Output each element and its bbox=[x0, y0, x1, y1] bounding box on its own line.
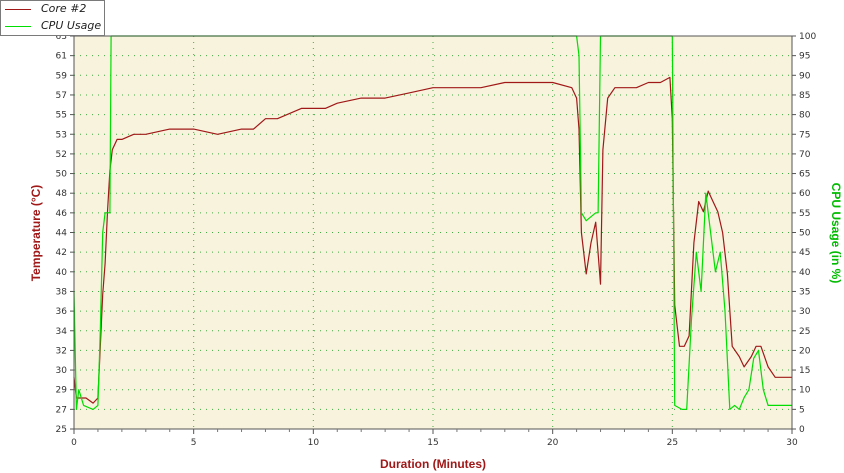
y-tick-label: 59 bbox=[56, 71, 68, 81]
y-tick-label: 32 bbox=[56, 346, 67, 356]
y2-tick-label: 10 bbox=[799, 386, 811, 396]
y-tick-label: 29 bbox=[56, 386, 68, 396]
x-tick-label: 10 bbox=[308, 438, 320, 448]
y2-tick-label: 15 bbox=[799, 366, 810, 376]
y2-tick-label: 35 bbox=[799, 287, 810, 297]
x-axis-ticks: 0 5 10 15 20 25 30 bbox=[71, 429, 798, 448]
y-tick-label: 46 bbox=[56, 209, 68, 219]
y2-tick-label: 95 bbox=[799, 52, 810, 62]
y-tick-label: 63 bbox=[56, 32, 67, 42]
legend-item-cpu-usage: CPU Usage bbox=[1, 18, 106, 35]
y2-tick-label: 25 bbox=[799, 327, 810, 337]
y2-tick-label: 75 bbox=[799, 130, 810, 140]
y-axis-title: Temperature (°C) bbox=[29, 185, 43, 282]
legend-swatch-cpu-usage bbox=[5, 26, 31, 27]
y-tick-label: 61 bbox=[56, 52, 67, 62]
y2-axis-title: CPU Usage (in %) bbox=[829, 183, 843, 284]
y2-tick-label: 40 bbox=[799, 268, 811, 278]
y2-tick-label: 5 bbox=[799, 405, 805, 415]
series-line-core-2 bbox=[73, 76, 792, 404]
y2-tick-label: 65 bbox=[799, 170, 810, 180]
y-tick-label: 27 bbox=[56, 405, 67, 415]
y2-tick-label: 85 bbox=[799, 91, 810, 101]
y-tick-label: 57 bbox=[56, 91, 67, 101]
y-tick-label: 44 bbox=[56, 229, 68, 239]
y-tick-label: 50 bbox=[56, 170, 68, 180]
y-tick-label: 53 bbox=[56, 130, 67, 140]
y-tick-label: 52 bbox=[56, 150, 67, 160]
y-tick-label: 36 bbox=[56, 307, 68, 317]
y2-tick-label: 100 bbox=[799, 32, 816, 42]
y-tick-label: 40 bbox=[56, 268, 68, 278]
y2-tick-label: 50 bbox=[799, 229, 811, 239]
y-tick-label: 48 bbox=[56, 189, 68, 199]
y2-tick-label: 80 bbox=[799, 111, 811, 121]
x-tick-label: 5 bbox=[191, 438, 197, 448]
x-tick-label: 25 bbox=[667, 438, 678, 448]
legend: Core #2 CPU Usage bbox=[0, 0, 105, 36]
x-axis-title: Duration (Minutes) bbox=[380, 457, 486, 471]
y2-tick-label: 55 bbox=[799, 209, 810, 219]
y2-tick-label: 20 bbox=[799, 346, 811, 356]
y-tick-label: 42 bbox=[56, 248, 67, 258]
y2-tick-label: 0 bbox=[799, 425, 805, 435]
legend-swatch-core2 bbox=[5, 9, 31, 10]
legend-label-core2: Core #2 bbox=[41, 2, 87, 15]
x-tick-label: 30 bbox=[786, 438, 798, 448]
y2-tick-label: 90 bbox=[799, 71, 811, 81]
y-tick-label: 30 bbox=[56, 366, 68, 376]
y2-axis-ticks: 0 5 10 15 20 25 30 35 40 45 50 55 60 65 70 75 80 85 90 95 10… bbox=[792, 32, 816, 435]
y2-tick-label: 45 bbox=[799, 248, 810, 258]
y2-tick-label: 70 bbox=[799, 150, 811, 160]
y-tick-label: 38 bbox=[56, 287, 68, 297]
x-tick-label: 0 bbox=[71, 438, 77, 448]
y-tick-label: 34 bbox=[56, 327, 68, 337]
plot-area bbox=[74, 36, 792, 429]
y-tick-label: 55 bbox=[56, 111, 67, 121]
y2-tick-label: 30 bbox=[799, 307, 811, 317]
x-tick-label: 20 bbox=[547, 438, 559, 448]
y2-tick-label: 60 bbox=[799, 189, 811, 199]
y-axis-ticks: 25 27 29 30 32 34 36 38 40 42 44 46 48 50 52 53 55 57 59 61… bbox=[56, 32, 74, 435]
legend-item-core2: Core #2 bbox=[1, 1, 106, 18]
legend-label-cpu-usage: CPU Usage bbox=[41, 19, 102, 32]
y-tick-label: 25 bbox=[56, 425, 67, 435]
x-tick-label: 15 bbox=[427, 438, 438, 448]
